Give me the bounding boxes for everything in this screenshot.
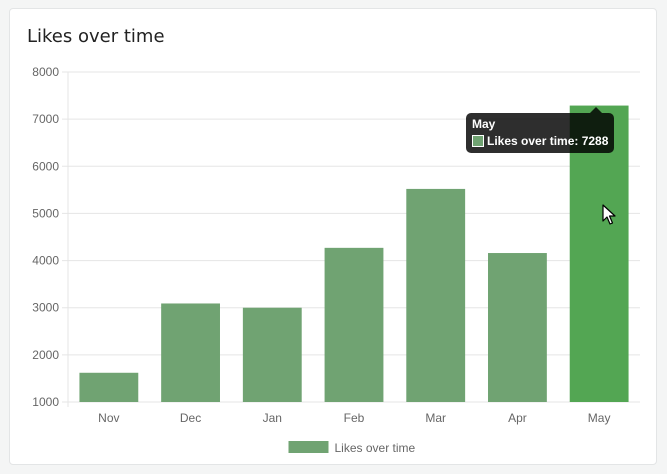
y-tick-label: 2000 — [32, 348, 59, 362]
x-tick-label: Nov — [98, 411, 119, 425]
x-axis-ticks: Nov Dec Jan Feb Mar Apr May — [98, 411, 610, 425]
bar-apr[interactable] — [488, 253, 547, 402]
x-tick-label: Apr — [508, 411, 527, 425]
bars — [79, 105, 629, 403]
bar-feb[interactable] — [324, 247, 384, 402]
x-tick-label: Jan — [263, 411, 282, 425]
chart-tooltip: May Likes over time: 7288 — [466, 107, 615, 153]
tooltip-color-swatch — [472, 135, 484, 147]
x-tick-label: Mar — [425, 411, 446, 425]
bar-may[interactable] — [569, 105, 629, 403]
y-tick-label: 3000 — [32, 301, 59, 315]
tooltip-title: May — [472, 117, 496, 131]
bar-dec[interactable] — [161, 303, 220, 402]
x-tick-label: Dec — [180, 411, 201, 425]
bar-jan[interactable] — [242, 307, 302, 402]
tooltip-value: Likes over time: 7288 — [487, 134, 609, 148]
y-tick-label: 6000 — [32, 159, 59, 173]
legend-label[interactable]: Likes over time — [335, 441, 416, 455]
arrow-cursor-icon — [602, 204, 616, 225]
y-tick-label: 4000 — [32, 254, 59, 268]
x-tick-label: Feb — [344, 411, 365, 425]
y-tick-label: 7000 — [32, 112, 59, 126]
bar-mar[interactable] — [406, 188, 466, 402]
chart-card-title: Likes over time — [27, 26, 165, 47]
x-tick-label: May — [588, 411, 611, 425]
legend-swatch[interactable] — [288, 441, 329, 453]
y-tick-label: 1000 — [32, 395, 59, 409]
tooltip-row: Likes over time: 7288 — [472, 134, 608, 148]
y-tick-label: 8000 — [32, 65, 59, 79]
y-tick-label: 5000 — [32, 206, 59, 220]
y-axis-ticks: 8000 7000 6000 5000 4000 3000 2000 1000 — [32, 65, 59, 409]
bar-nov[interactable] — [79, 372, 139, 402]
legend[interactable]: Likes over time — [288, 441, 416, 455]
